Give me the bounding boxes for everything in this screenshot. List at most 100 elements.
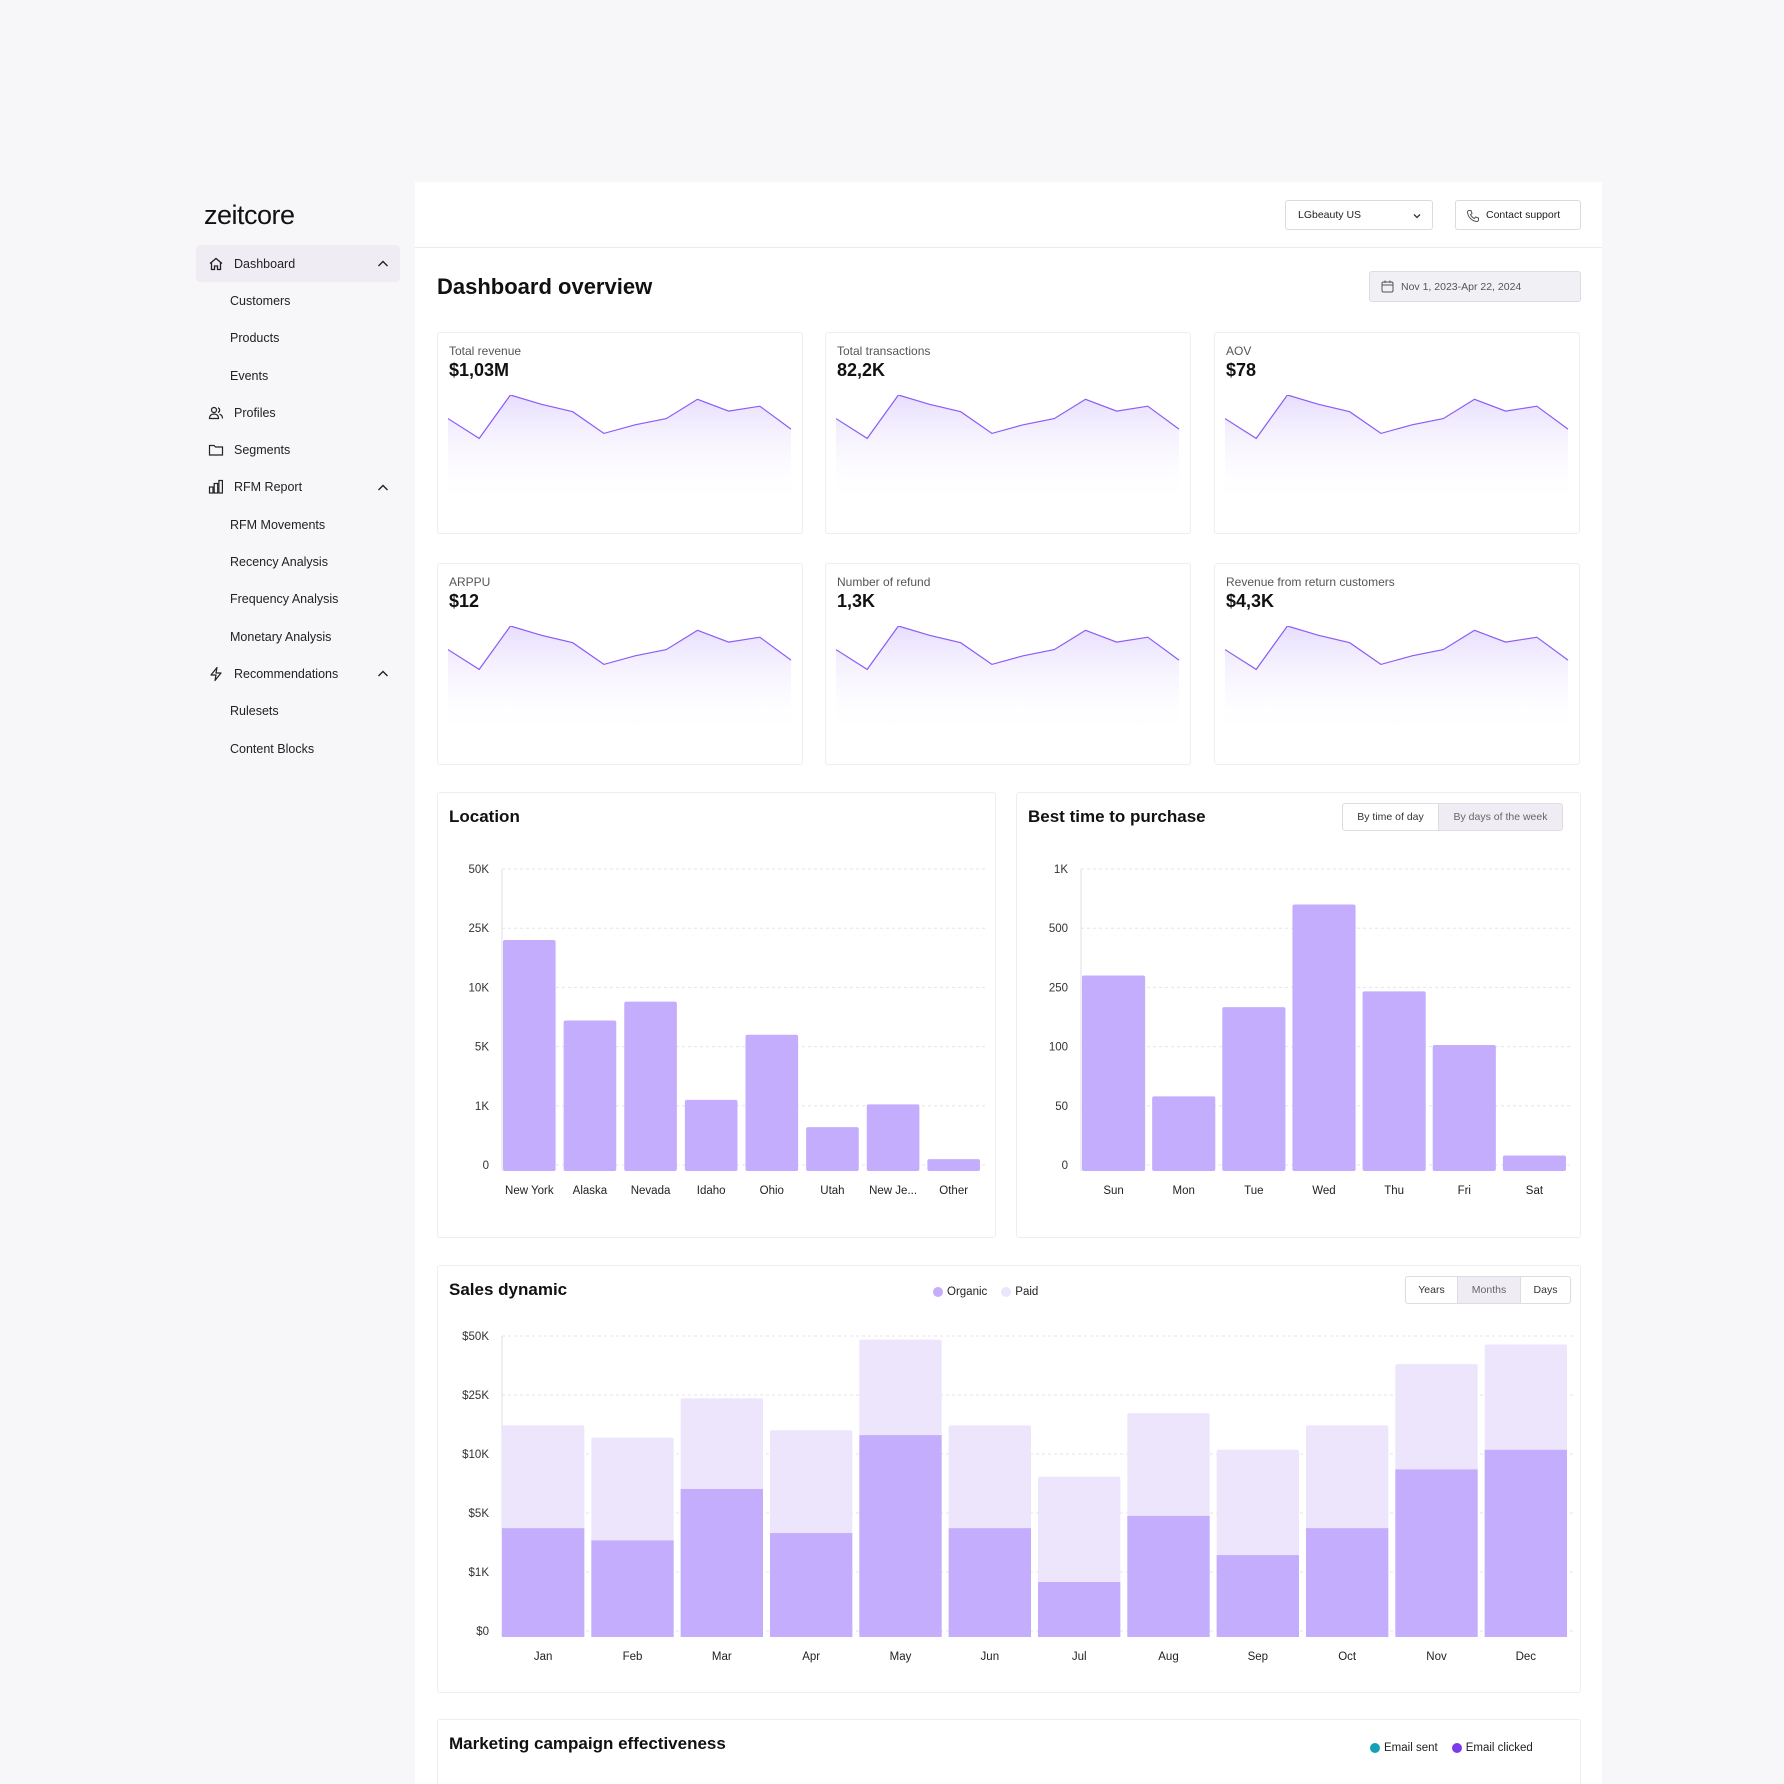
- y-tick-label: $25K: [462, 1390, 489, 1402]
- bar: [684, 1099, 738, 1171]
- x-tick-label: Alaska: [573, 1185, 608, 1197]
- best-time-panel: Best time to purchase By time of day By …: [1016, 792, 1581, 1238]
- bar-chart-icon: [208, 480, 223, 495]
- sparkline-area: [448, 626, 791, 736]
- toggle-months[interactable]: Months: [1458, 1277, 1521, 1303]
- sidebar-item-recommendations[interactable]: Recommendations: [196, 655, 400, 692]
- bar-organic: [1395, 1469, 1478, 1637]
- x-tick-label: Nevada: [631, 1185, 671, 1197]
- chevron-up-icon[interactable]: [376, 481, 390, 495]
- sparkline-area: [836, 395, 1179, 505]
- kpi-label: Revenue from return customers: [1226, 575, 1395, 589]
- sidebar-item-rulesets[interactable]: Rulesets: [196, 693, 400, 730]
- location-chart: 0 1K 5K 10K 25K 50K New York Alaska Nevada Idaho O…: [469, 864, 987, 1197]
- y-tick-label: $5K: [469, 1508, 490, 1520]
- best-time-toggle: By time of day By days of the week: [1342, 803, 1563, 831]
- kpi-value: $1,03M: [449, 360, 510, 380]
- sidebar-item-segments[interactable]: Segments: [196, 431, 400, 468]
- sidebar-item-label: Products: [230, 331, 280, 346]
- sales-period-toggle: Years Months Days: [1405, 1276, 1571, 1304]
- marketing-legend: Email sent Email clicked: [1370, 1742, 1533, 1754]
- sidebar-item-label: Segments: [234, 443, 291, 458]
- kpi-card: Number of refund 1,3K: [825, 563, 1191, 765]
- kpi-value: $12: [449, 591, 480, 611]
- bar: [806, 1127, 859, 1171]
- kpi-label: Total revenue: [449, 344, 522, 358]
- topbar: LGbeauty US Contact support: [415, 182, 1602, 248]
- contact-support-label: Contact support: [1486, 209, 1561, 221]
- kpi-card: Total transactions 82,2K: [825, 332, 1191, 534]
- sales-dynamic-title: Sales dynamic: [449, 1280, 568, 1299]
- sales-legend: Organic Paid: [933, 1286, 1052, 1298]
- toggle-days[interactable]: Days: [1533, 1284, 1558, 1296]
- sidebar-item-label: Customers: [230, 293, 291, 308]
- x-tick-label: May: [890, 1651, 912, 1663]
- x-tick-label: Jul: [1072, 1651, 1087, 1663]
- y-tick-label: 50: [1055, 1101, 1068, 1113]
- y-tick-label: 0: [1062, 1160, 1068, 1172]
- x-tick-label: Dec: [1516, 1651, 1537, 1663]
- sidebar-item-products[interactable]: Products: [196, 320, 400, 357]
- y-tick-label: 5K: [475, 1042, 489, 1054]
- y-tick-label: 1K: [475, 1101, 489, 1113]
- kpi-sparkline: [1225, 626, 1569, 736]
- sparkline-area: [448, 395, 791, 505]
- store-select[interactable]: LGbeauty US: [1285, 200, 1433, 230]
- x-tick-label: Apr: [802, 1651, 820, 1663]
- sidebar-item-rfm-report[interactable]: RFM Report: [196, 469, 400, 506]
- legend-email-sent: Email sent: [1370, 1742, 1438, 1754]
- y-tick-label: $10K: [462, 1449, 489, 1461]
- sidebar-item-profiles[interactable]: Profiles: [196, 394, 400, 431]
- kpi-sparkline: [448, 395, 792, 505]
- best-time-chart: 0 50 100 250 500 1K Sun Mon Tue Wed Thu Fri Sat: [1049, 864, 1572, 1197]
- x-tick-label: Idaho: [697, 1185, 726, 1197]
- sidebar-item-content-blocks[interactable]: Content Blocks: [196, 730, 400, 767]
- sidebar-item-monetary-analysis[interactable]: Monetary Analysis: [196, 618, 400, 655]
- date-range-picker[interactable]: Nov 1, 2023-Apr 22, 2024: [1369, 271, 1581, 302]
- sidebar-item-events[interactable]: Events: [196, 357, 400, 394]
- toggle-by-days-of-week[interactable]: By days of the week: [1439, 804, 1562, 830]
- legend-organic: Organic: [933, 1286, 987, 1298]
- x-tick-label: Other: [939, 1185, 968, 1197]
- sidebar-item-recency-analysis[interactable]: Recency Analysis: [196, 543, 400, 580]
- bar: [927, 1159, 980, 1171]
- sidebar-item-customers[interactable]: Customers: [196, 282, 400, 319]
- bar-organic: [1216, 1555, 1299, 1637]
- sparkline-line: [1225, 626, 1569, 671]
- app-window: zeitcore Dashboard Customers Products Event…: [180, 182, 1602, 1784]
- bar: [624, 1001, 677, 1171]
- sales-dynamic-panel: Sales dynamic Organic Paid Years Months …: [437, 1265, 1581, 1693]
- kpi-value: 82,2K: [837, 360, 886, 380]
- x-tick-label: Nov: [1426, 1651, 1447, 1663]
- sidebar-item-label: Monetary Analysis: [230, 629, 332, 644]
- sidebar-item-dashboard[interactable]: Dashboard: [196, 245, 400, 283]
- date-range-value: Nov 1, 2023-Apr 22, 2024: [1401, 280, 1522, 293]
- toggle-years[interactable]: Years: [1406, 1277, 1458, 1303]
- sparkline-line: [448, 395, 792, 440]
- bar-organic: [770, 1533, 853, 1637]
- chevron-up-icon[interactable]: [376, 257, 390, 271]
- toggle-by-time-of-day[interactable]: By time of day: [1343, 804, 1439, 830]
- x-tick-label: Sep: [1248, 1651, 1268, 1663]
- sidebar-item-label: RFM Report: [234, 480, 303, 495]
- y-tick-label: 1K: [1054, 864, 1068, 876]
- bar: [1152, 1096, 1216, 1171]
- x-tick-label: Thu: [1384, 1185, 1404, 1197]
- bar-organic: [859, 1435, 942, 1637]
- sidebar-item-label: Rulesets: [230, 704, 279, 719]
- home-icon: [209, 257, 223, 270]
- kpi-label: ARPPU: [449, 575, 491, 589]
- bar: [1432, 1045, 1496, 1171]
- legend-paid: Paid: [1001, 1286, 1038, 1298]
- kpi-card: AOV $78: [1214, 332, 1580, 534]
- sparkline-line: [836, 626, 1180, 671]
- sidebar-item-frequency-analysis[interactable]: Frequency Analysis: [196, 581, 400, 618]
- kpi-card: Total revenue $1,03M: [437, 332, 803, 534]
- sidebar-item-rfm-movements[interactable]: RFM Movements: [196, 506, 400, 543]
- contact-support-button[interactable]: Contact support: [1455, 200, 1581, 230]
- sidebar: zeitcore Dashboard Customers Products Event…: [180, 182, 415, 1784]
- chevron-down-icon: [1413, 214, 1421, 219]
- sidebar-item-label: Content Blocks: [230, 741, 315, 756]
- chevron-up-icon[interactable]: [376, 667, 390, 681]
- phone-icon: [1466, 210, 1479, 223]
